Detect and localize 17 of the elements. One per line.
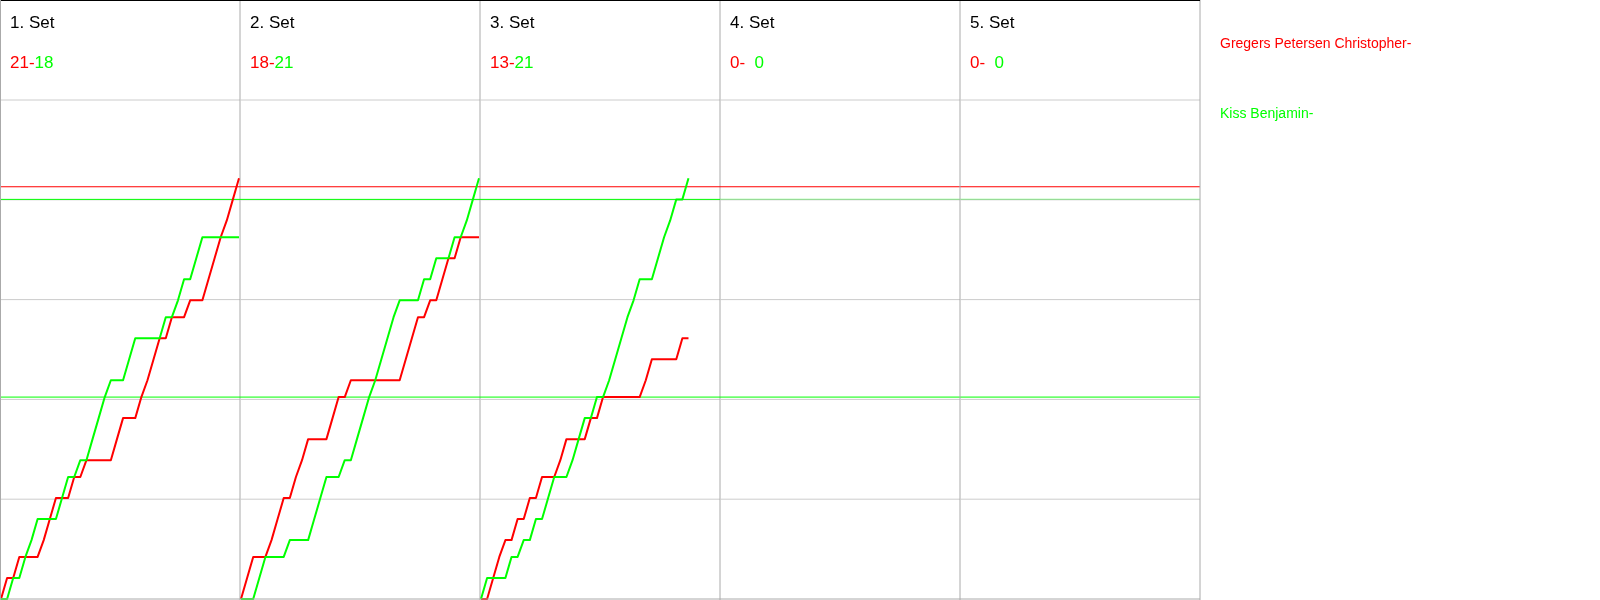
text: 4. Set — [730, 13, 775, 32]
chart-title: 3. Set — [490, 13, 535, 32]
text: 0- — [970, 53, 995, 72]
text: 0 — [754, 53, 765, 72]
text: Gregers Petersen Christopher- — [1220, 35, 1412, 51]
chart-title: 1. Set — [10, 13, 55, 32]
text: 21 — [514, 53, 534, 72]
text: 21 — [274, 53, 294, 72]
text: 21- — [10, 53, 35, 72]
chart-title: 2. Set — [250, 13, 295, 32]
text: 18- — [250, 53, 275, 72]
text: Kiss Benjamin- — [1220, 105, 1314, 121]
text: 18 — [34, 53, 54, 72]
text: 5. Set — [970, 13, 1015, 32]
text: 0- — [730, 53, 755, 72]
text: 0 — [994, 53, 1005, 72]
text: 13- — [490, 53, 515, 72]
